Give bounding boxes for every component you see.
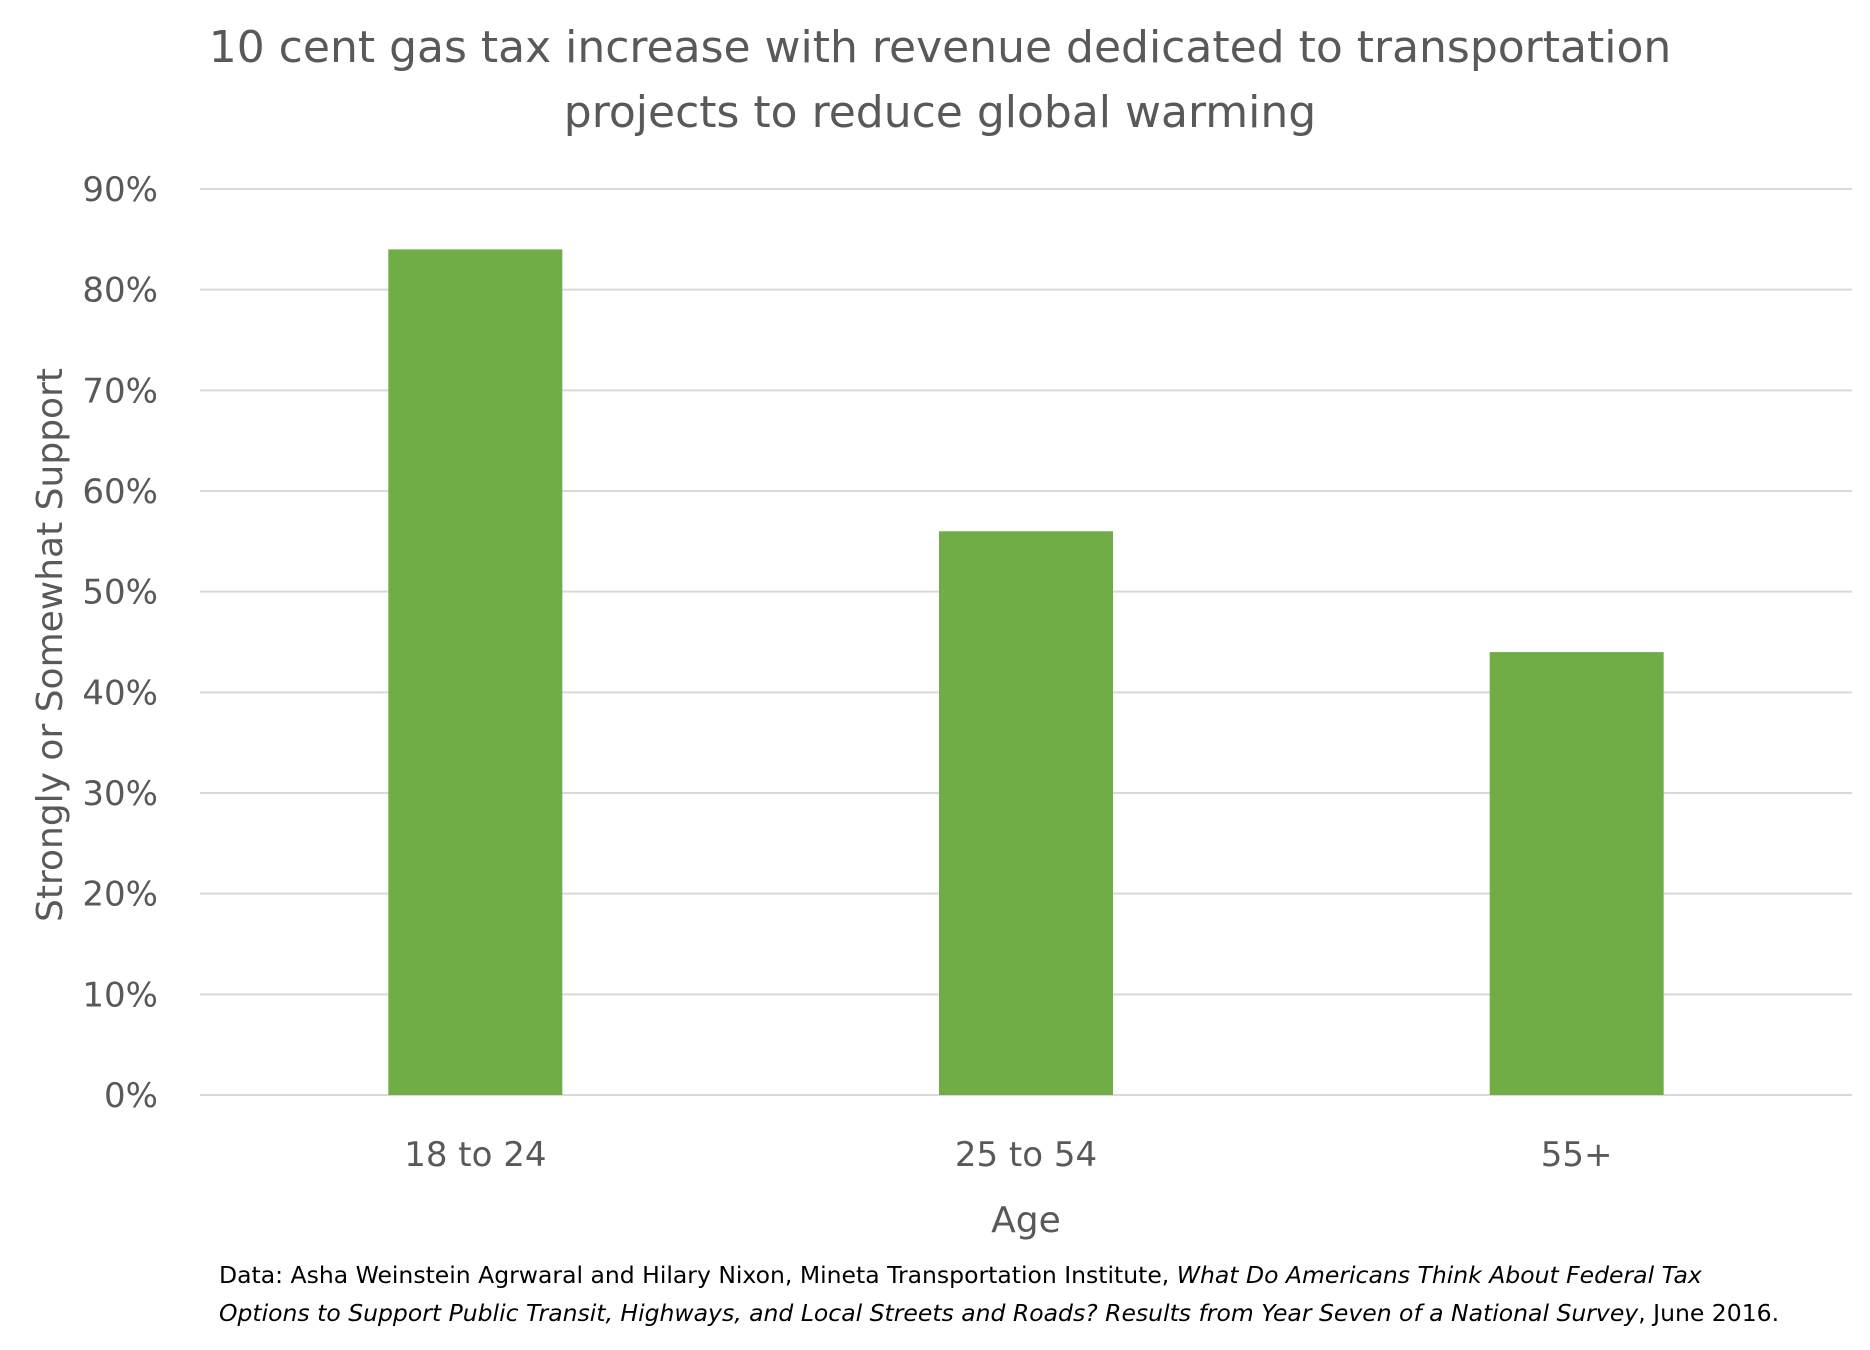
y-tick-label: 80%: [82, 271, 158, 311]
bar: [388, 249, 563, 1095]
chart-title-line-1: 10 cent gas tax increase with revenue de…: [209, 22, 1672, 73]
y-tick-label: 0%: [104, 1076, 158, 1116]
source-note: Data: Asha Weinstein Agrwaral and Hilary…: [219, 1256, 1859, 1332]
source-note-line-2: Options to Support Public Transit, Highw…: [219, 1294, 1859, 1332]
bars: [388, 249, 1664, 1095]
x-axis-title: Age: [991, 1200, 1061, 1241]
chart-title: 10 cent gas tax increase with revenue de…: [209, 22, 1672, 138]
y-tick-label: 40%: [82, 673, 158, 713]
source-note-title-cont: Options to Support Public Transit, Highw…: [219, 1299, 1639, 1327]
y-tick-label: 90%: [82, 170, 158, 210]
y-tick-label: 20%: [82, 875, 158, 915]
y-tick-label: 60%: [82, 472, 158, 512]
x-tick-label: 55+: [1541, 1135, 1613, 1175]
y-tick-label: 30%: [82, 774, 158, 814]
source-note-date: , June 2016.: [1638, 1299, 1780, 1327]
bar: [939, 531, 1113, 1095]
y-tick-label: 50%: [82, 573, 158, 613]
x-axis-ticks: 18 to 24 25 to 54 55+: [404, 1135, 1612, 1175]
chart-title-line-2: projects to reduce global warming: [564, 87, 1316, 138]
y-axis-ticks: 0% 10% 20% 30% 40% 50% 60% 70% 80% 90%: [82, 170, 158, 1116]
y-tick-label: 10%: [82, 975, 158, 1015]
y-tick-label: 70%: [82, 371, 158, 411]
y-axis-title: Strongly or Somewhat Support: [30, 368, 71, 922]
source-note-line-1: Data: Asha Weinstein Agrwaral and Hilary…: [219, 1256, 1859, 1294]
source-note-text: Data: Asha Weinstein Agrwaral and Hilary…: [219, 1261, 1177, 1289]
x-tick-label: 18 to 24: [404, 1135, 546, 1175]
bar: [1489, 652, 1664, 1095]
source-note-title: What Do Americans Think About Federal Ta…: [1176, 1261, 1702, 1289]
x-tick-label: 25 to 54: [955, 1135, 1097, 1175]
